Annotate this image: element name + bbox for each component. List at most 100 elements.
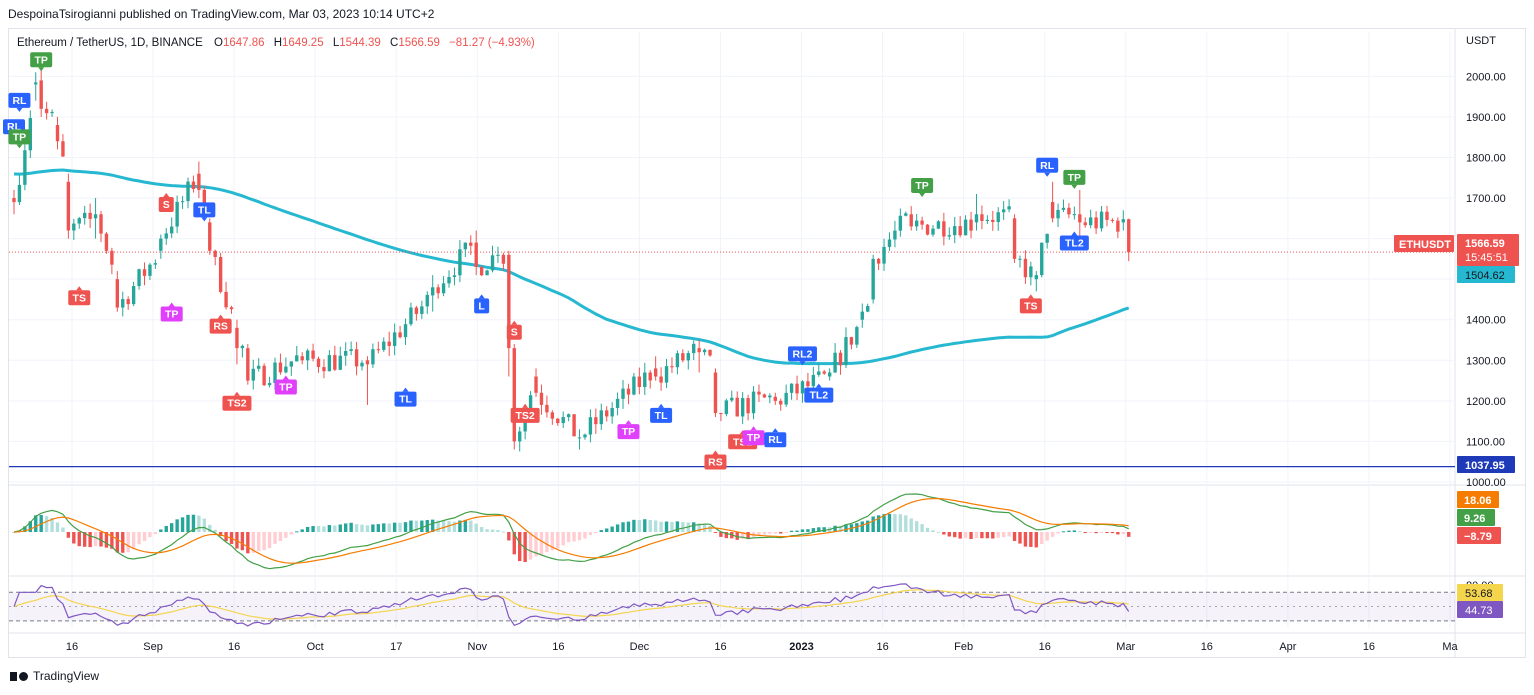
macd-histogram-bar (414, 520, 419, 532)
candle-body (159, 238, 163, 251)
candle-body (534, 376, 538, 393)
candle-body (121, 299, 125, 308)
support-value: 1037.95 (1465, 460, 1505, 472)
macd-histogram-bar (1029, 532, 1033, 547)
candle-body (142, 269, 147, 276)
macd-histogram-bar (469, 520, 473, 532)
signal-tp[interactable]: TP (742, 426, 765, 446)
candle-body (34, 82, 38, 85)
signal-ts2[interactable]: TS2 (222, 391, 252, 411)
signal-tp[interactable]: TP (1063, 169, 1086, 189)
macd-histogram-bar (953, 532, 957, 538)
x-tick-label: Feb (954, 641, 973, 653)
signal-ts[interactable]: TS (1019, 294, 1042, 314)
macd-histogram-bar (659, 521, 663, 532)
signal-s[interactable]: S (506, 320, 522, 340)
signal-badge (510, 407, 540, 423)
signal-ts2[interactable]: TS2 (510, 403, 540, 423)
candle-body (566, 414, 571, 418)
macd-histogram-bar (833, 525, 837, 532)
macd-histogram-bar (180, 517, 185, 532)
signal-tp[interactable]: TP (274, 375, 297, 395)
macd-histogram-bar (322, 526, 326, 532)
candle-body (365, 360, 370, 365)
candle-body (501, 254, 506, 264)
macd-histogram-bar (267, 532, 272, 549)
signal-pointer (1027, 294, 1034, 299)
candle-body (556, 418, 560, 424)
macd-histogram-bar (621, 522, 625, 532)
signal-l[interactable]: L (474, 294, 490, 314)
macd-histogram-bar (643, 519, 647, 532)
signal-rs[interactable]: RS (209, 314, 232, 334)
signal-rl[interactable]: RL (1036, 157, 1059, 177)
signal-tp[interactable]: TP (160, 302, 183, 322)
macd-histogram-bar (610, 526, 614, 532)
signal-label: RL (1040, 160, 1055, 172)
candle-body (963, 219, 968, 236)
macd-histogram-bar (795, 530, 799, 532)
macd-histogram-bar (969, 532, 973, 540)
candle-body (545, 404, 549, 413)
signal-rl[interactable]: RL (764, 428, 787, 448)
macd-histogram-bar (126, 532, 130, 553)
signal-rs[interactable]: RS (704, 450, 727, 470)
candle-body (398, 332, 402, 338)
signal-tp[interactable]: TP (911, 178, 934, 198)
macd-histogram-bar (1045, 532, 1049, 541)
y-tick-label: 2000.00 (1466, 71, 1506, 83)
macd-histogram-bar (12, 532, 16, 533)
candle-body (768, 395, 772, 398)
candle-body (349, 349, 353, 351)
signal-badge (1019, 298, 1042, 314)
x-tick-label: Sep (143, 641, 163, 653)
candle-body (572, 414, 576, 437)
candle-body (208, 222, 212, 251)
macd-histogram-bar (561, 532, 565, 546)
signal-s[interactable]: S (158, 192, 174, 212)
candle-body (425, 294, 429, 307)
candle-body (1078, 214, 1082, 223)
candle-body (1056, 209, 1060, 219)
candle-body (866, 306, 870, 312)
signal-tl[interactable]: TL (394, 387, 417, 407)
macd-histogram-bar (354, 524, 359, 532)
candle-body (653, 368, 658, 377)
candle-body (82, 212, 87, 219)
candle-body (126, 299, 130, 305)
signal-tl2[interactable]: TL2 (1059, 231, 1089, 251)
candle-body (1105, 211, 1109, 220)
signal-label: RS (213, 321, 228, 333)
candle-body (806, 381, 810, 387)
candle-body (800, 381, 805, 394)
signal-badge (68, 290, 91, 306)
symbol-title: Ethereum / TetherUS, 1D, BINANCE (17, 37, 203, 49)
signal-rl[interactable]: RL (8, 92, 31, 112)
signal-tl2[interactable]: TL2 (804, 383, 834, 403)
signal-ts[interactable]: TS (68, 286, 91, 306)
change-value: −81.27 (−4.93%) (449, 37, 535, 49)
signal-tl[interactable]: TL (193, 202, 216, 222)
signal-rl2[interactable]: RL2 (787, 346, 817, 366)
macd-histogram-bar (931, 530, 935, 532)
candle-body (1094, 217, 1098, 229)
candle-body (550, 412, 555, 419)
candle-body (1023, 258, 1028, 278)
signal-tl[interactable]: TL (650, 403, 673, 423)
signal-tp[interactable]: TP (30, 52, 53, 72)
candle-body (322, 367, 326, 372)
candle-body (795, 383, 799, 394)
macd-histogram-bar (382, 523, 386, 532)
tradingview-logo[interactable]: TradingView (10, 669, 99, 683)
candle-body (920, 220, 924, 225)
signal-tp[interactable]: TP (8, 129, 31, 149)
signal-tp[interactable]: TP (617, 420, 640, 440)
candle-body (104, 233, 109, 251)
candle-body (93, 214, 98, 219)
signal-pointer (163, 192, 170, 197)
candle-body (855, 327, 859, 345)
candles-layer (12, 64, 1131, 452)
candle-body (512, 348, 516, 442)
candle-body (153, 263, 158, 265)
